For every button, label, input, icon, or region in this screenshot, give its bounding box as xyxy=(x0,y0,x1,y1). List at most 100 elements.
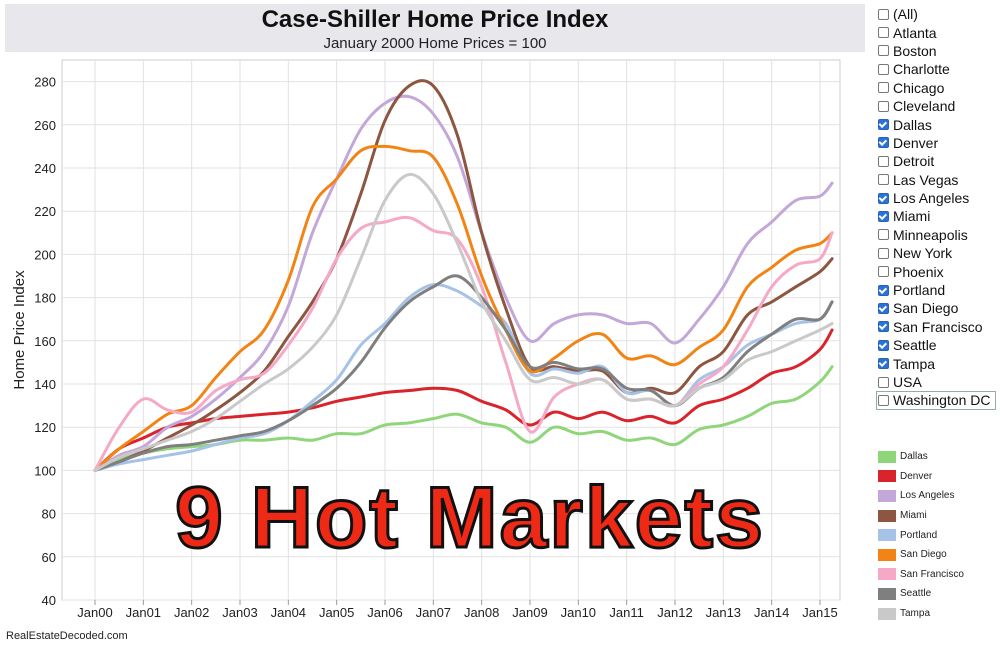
filter-item-label: USA xyxy=(893,374,922,390)
x-tick-label: Jan05 xyxy=(319,605,354,620)
filter-item-new-york[interactable]: New York xyxy=(878,244,998,262)
series-line-los-angeles xyxy=(93,94,834,472)
checkbox[interactable] xyxy=(878,247,889,259)
checkbox[interactable] xyxy=(878,100,889,112)
checkbox[interactable] xyxy=(878,358,889,370)
filter-item-las-vegas[interactable]: Las Vegas xyxy=(878,171,998,189)
series-line-seattle xyxy=(93,274,834,472)
legend-swatch xyxy=(878,587,896,600)
x-tick-label: Jan03 xyxy=(222,605,257,620)
filter-item-phoenix[interactable]: Phoenix xyxy=(878,262,998,280)
filter-item-label: Atlanta xyxy=(893,24,937,41)
filter-item-tampa[interactable]: Tampa xyxy=(878,354,998,372)
filter-item-detroit[interactable]: Detroit xyxy=(878,152,998,170)
legend-label: San Francisco xyxy=(900,568,964,580)
overlay-headline: 9 Hot Markets xyxy=(174,469,765,568)
filter-item-label: Chicago xyxy=(893,79,945,96)
legend-swatch xyxy=(878,489,896,502)
filter-item-label: (All) xyxy=(893,6,918,23)
checkbox[interactable] xyxy=(878,174,889,186)
filter-item-los-angeles[interactable]: Los Angeles xyxy=(878,189,998,207)
checkbox[interactable] xyxy=(878,45,889,57)
checkbox[interactable] xyxy=(878,229,889,241)
filter-item-label: New York xyxy=(893,245,953,262)
filter-item-atlanta[interactable]: Atlanta xyxy=(878,23,998,41)
series-layer xyxy=(93,79,834,472)
legend-swatch xyxy=(878,548,896,561)
checkbox[interactable] xyxy=(878,8,889,20)
filter-item-all[interactable]: (All) xyxy=(878,5,998,23)
x-tick-label: Jan04 xyxy=(271,605,306,620)
legend-item: Los Angeles xyxy=(878,486,998,506)
series-line-san-francisco xyxy=(93,215,834,472)
x-tick-label: Jan14 xyxy=(754,605,789,620)
y-tick-label: 100 xyxy=(34,463,56,478)
legend-item: Portland xyxy=(878,525,998,545)
filter-item-san-francisco[interactable]: San Francisco xyxy=(878,318,998,336)
checkbox[interactable] xyxy=(878,376,889,388)
legend-swatch xyxy=(878,450,896,463)
filter-item-label: Seattle xyxy=(893,337,937,354)
filter-item-cleveland[interactable]: Cleveland xyxy=(878,97,998,115)
title-bar: Case-Shiller Home Price Index January 20… xyxy=(5,4,865,52)
legend-item: San Diego xyxy=(878,545,998,565)
checkbox[interactable] xyxy=(878,321,889,333)
filter-item-label: San Francisco xyxy=(893,318,983,335)
checkbox[interactable] xyxy=(878,284,889,296)
filter-item-label: Charlotte xyxy=(893,61,950,78)
checkbox[interactable] xyxy=(878,119,889,131)
legend-swatch xyxy=(878,607,896,620)
legend-swatch xyxy=(878,529,896,542)
checkbox[interactable] xyxy=(878,266,889,278)
filter-item-portland[interactable]: Portland xyxy=(878,281,998,299)
legend-item: Seattle xyxy=(878,584,998,604)
legend-item: Miami xyxy=(878,506,998,526)
checkbox[interactable] xyxy=(878,137,889,149)
y-tick-label: 80 xyxy=(42,507,56,522)
checkbox[interactable] xyxy=(878,302,889,314)
y-tick-label: 180 xyxy=(34,291,56,306)
checkbox[interactable] xyxy=(878,210,889,222)
filter-item-charlotte[interactable]: Charlotte xyxy=(878,60,998,78)
checkbox[interactable] xyxy=(878,394,889,406)
filter-item-boston[interactable]: Boston xyxy=(878,42,998,60)
filter-item-miami[interactable]: Miami xyxy=(878,207,998,225)
filter-item-label: San Diego xyxy=(893,300,959,317)
filter-item-seattle[interactable]: Seattle xyxy=(878,336,998,354)
y-tick-label: 60 xyxy=(42,550,56,565)
legend-item: Dallas xyxy=(878,447,998,467)
filter-item-label: Phoenix xyxy=(893,263,944,280)
chart-title: Case-Shiller Home Price Index xyxy=(261,6,609,33)
filter-item-usa[interactable]: USA xyxy=(878,373,998,391)
checkbox[interactable] xyxy=(878,27,889,39)
filter-item-minneapolis[interactable]: Minneapolis xyxy=(878,226,998,244)
checkbox[interactable] xyxy=(878,339,889,351)
checkbox[interactable] xyxy=(878,63,889,75)
legend-swatch xyxy=(878,568,896,581)
legend-label: Tampa xyxy=(900,608,931,620)
filter-item-denver[interactable]: Denver xyxy=(878,134,998,152)
x-tick-label: Jan06 xyxy=(367,605,402,620)
y-tick-label: 200 xyxy=(34,247,56,262)
legend-label: Miami xyxy=(900,510,927,522)
x-tick-label: Jan12 xyxy=(657,605,692,620)
filter-item-san-diego[interactable]: San Diego xyxy=(878,299,998,317)
checkbox[interactable] xyxy=(878,192,889,204)
x-tick-label: Jan13 xyxy=(706,605,741,620)
x-tick-label: Jan11 xyxy=(609,605,643,620)
filter-item-label: Las Vegas xyxy=(893,171,959,188)
legend-label: San Diego xyxy=(900,549,947,561)
x-tick-label: Jan01 xyxy=(126,605,161,620)
filter-item-dallas[interactable]: Dallas xyxy=(878,115,998,133)
checkbox[interactable] xyxy=(878,82,889,94)
checkbox[interactable] xyxy=(878,155,889,167)
watermark: RealEstateDecoded.com xyxy=(6,630,128,642)
y-tick-label: 160 xyxy=(34,334,56,349)
legend-label: Portland xyxy=(900,529,938,541)
y-tick-label: 140 xyxy=(34,377,56,392)
x-tick-label: Jan00 xyxy=(77,605,112,620)
series-line-tampa xyxy=(93,172,834,472)
filter-item-washington-dc[interactable]: Washington DC xyxy=(876,391,996,410)
filter-item-chicago[interactable]: Chicago xyxy=(878,79,998,97)
chart-subtitle: January 2000 Home Prices = 100 xyxy=(323,35,547,52)
